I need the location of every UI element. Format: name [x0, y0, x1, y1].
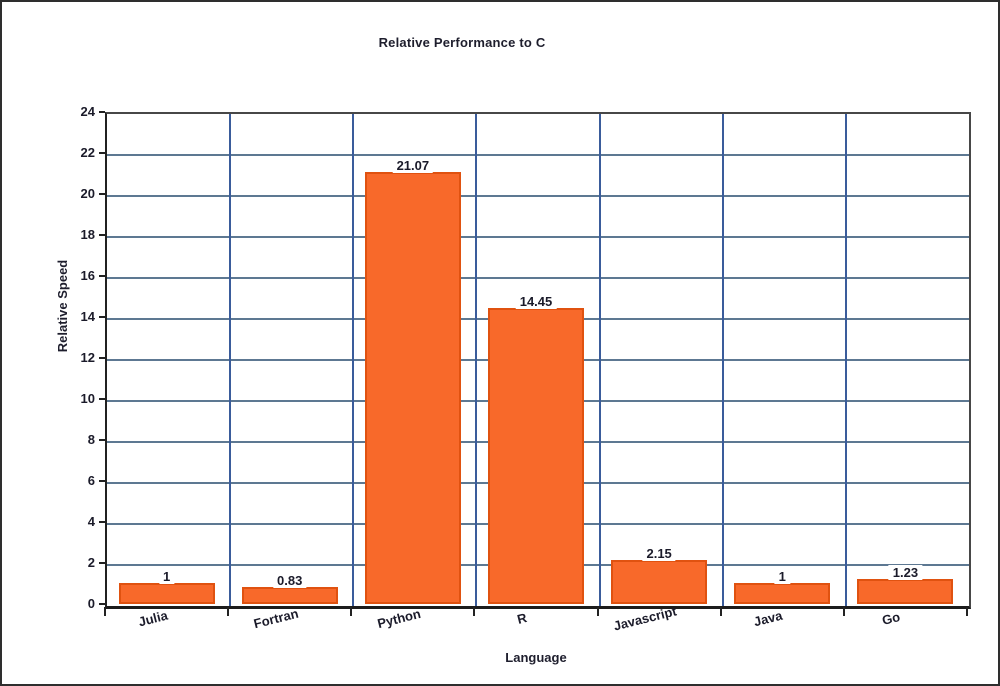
horizontal-gridline [107, 154, 969, 156]
bar-julia [118, 583, 215, 604]
y-tick-mark [99, 480, 105, 482]
vertical-gridline [845, 114, 847, 606]
y-tick-mark [99, 316, 105, 318]
x-tick-mark [597, 607, 599, 616]
y-tick-mark [99, 521, 105, 523]
bar-value-label-go: 1.23 [888, 565, 923, 580]
bar-javascript [611, 560, 708, 604]
y-tick-label: 12 [80, 350, 95, 365]
bar-value-label-fortran: 0.83 [273, 573, 307, 588]
x-tick-mark [104, 607, 106, 616]
x-tick-mark [843, 607, 845, 616]
bar-value-label-julia: 1 [158, 569, 175, 584]
bar-go [857, 579, 954, 604]
y-tick-mark [99, 111, 105, 113]
y-tick-label: 14 [80, 309, 95, 324]
horizontal-gridline [107, 236, 969, 238]
horizontal-gridline [107, 277, 969, 279]
chart-title: Relative Performance to C [378, 35, 546, 50]
y-tick-mark [99, 357, 105, 359]
y-axis-title: Relative Speed [55, 259, 70, 353]
y-tick-label: 22 [80, 145, 95, 160]
x-tick-mark [473, 607, 475, 616]
y-tick-label: 8 [87, 432, 95, 447]
y-tick-mark [99, 234, 105, 236]
bar-value-label-java: 1 [774, 569, 790, 584]
x-axis-title: Language [505, 650, 567, 665]
bar-fortran [241, 587, 338, 604]
x-tick-mark [966, 607, 968, 616]
y-tick-mark [99, 398, 105, 400]
vertical-gridline [229, 114, 231, 606]
bar-value-label-python: 21.07 [392, 158, 434, 173]
y-tick-mark [99, 562, 105, 564]
x-tick-mark [720, 607, 722, 616]
y-tick-label: 2 [87, 555, 95, 570]
vertical-gridline [352, 114, 354, 606]
y-tick-label: 6 [87, 473, 95, 488]
y-tick-label: 16 [80, 268, 95, 283]
bar-r [488, 308, 584, 604]
bar-java [734, 583, 831, 604]
x-tick-mark [350, 607, 352, 616]
y-tick-label: 24 [80, 104, 95, 119]
vertical-gridline [722, 114, 724, 606]
y-tick-label: 4 [87, 514, 95, 529]
bar-value-label-r: 14.45 [515, 294, 557, 309]
x-tick-mark [227, 607, 229, 616]
y-tick-mark [99, 275, 105, 277]
horizontal-gridline [107, 195, 969, 197]
vertical-gridline [599, 114, 601, 606]
y-tick-label: 20 [80, 186, 95, 201]
y-tick-mark [99, 152, 105, 154]
y-tick-label: 0 [87, 596, 95, 611]
y-tick-mark [99, 603, 105, 605]
vertical-gridline [475, 114, 477, 606]
y-tick-mark [99, 193, 105, 195]
y-tick-label: 18 [80, 227, 95, 242]
y-tick-label: 10 [80, 391, 95, 406]
y-tick-mark [99, 439, 105, 441]
bar-value-label-javascript: 2.15 [642, 546, 676, 561]
bar-python [364, 172, 461, 604]
